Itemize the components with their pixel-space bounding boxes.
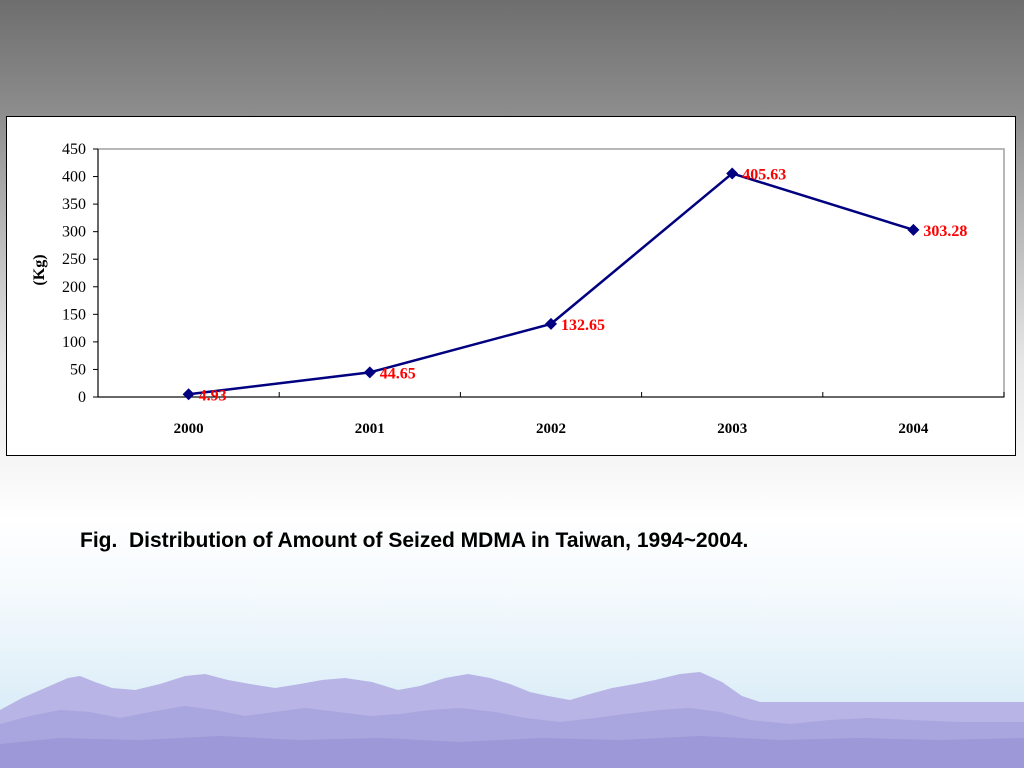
data-label: 132.65 [561,317,605,334]
x-tick-label: 2004 [898,421,929,437]
x-tick-label: 2001 [355,421,385,437]
y-tick-label: 50 [70,361,86,378]
y-tick-label: 400 [62,169,86,186]
x-tick-label: 2002 [536,421,566,437]
y-tick-label: 200 [62,279,86,296]
y-axis-label: (Kg) [31,254,48,285]
y-tick-label: 250 [62,251,86,268]
figure-caption: Fig. Distribution of Amount of Seized MD… [80,529,749,552]
y-tick-label: 450 [62,141,86,158]
y-tick-label: 0 [78,389,86,406]
data-point-marker [363,366,376,379]
series-line [188,172,914,396]
y-tick-label: 300 [62,224,86,241]
data-label: 4.93 [199,387,227,404]
y-tick-label: 100 [62,334,86,351]
data-label: 405.63 [742,166,786,183]
y-tick-label: 350 [62,196,86,213]
plot-area-border [97,148,1005,398]
x-tick-label: 2000 [174,421,204,437]
chart-frame: 0 50 100 150 200 250 300 350 400 450 2000 2001 2002 2… [6,116,1016,456]
data-point-marker [182,388,195,401]
mountain-decoration [0,672,1024,768]
data-point-marker [907,223,920,236]
y-tick-label: 150 [62,306,86,323]
data-label: 44.65 [380,365,416,382]
data-label: 303.28 [923,223,967,240]
data-point-marker [545,317,557,330]
line-chart: 0 50 100 150 200 250 300 350 400 450 2000 2001 2002 2… [31,141,1005,437]
x-tick-label: 2003 [717,421,747,437]
data-point-marker [726,167,739,180]
